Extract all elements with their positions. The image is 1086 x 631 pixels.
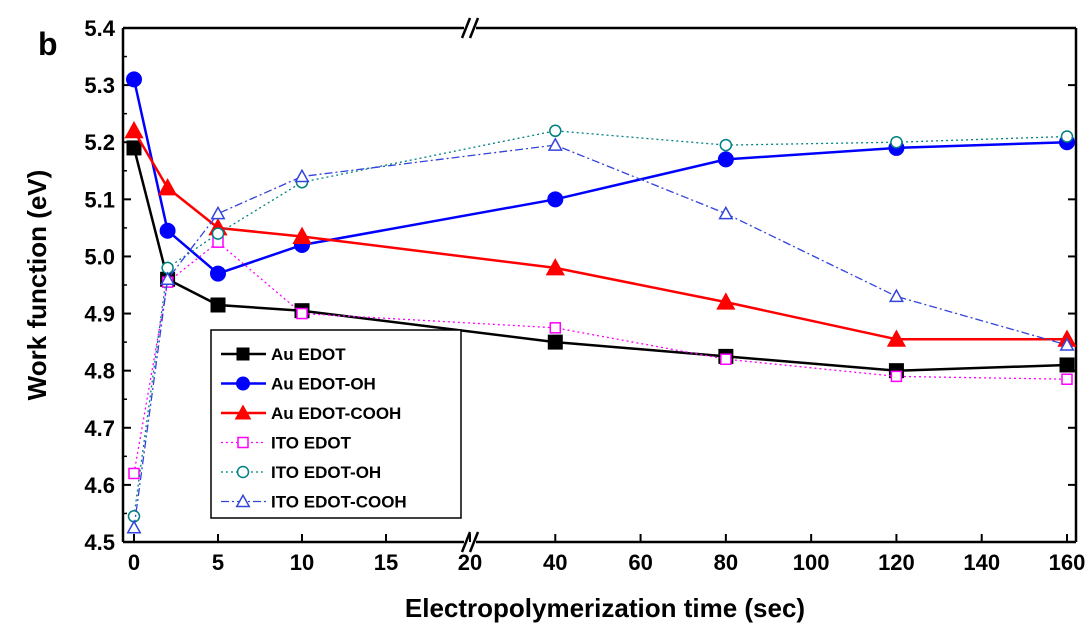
data-point-triangle	[294, 168, 310, 183]
legend: Au EDOT Au EDOT-OH Au EDOT-COOH ITO EDOT ITO…	[210, 329, 462, 519]
data-point-triangle	[1059, 337, 1075, 351]
legend-label: Au EDOT-OH	[271, 375, 376, 394]
data-point-square	[549, 322, 562, 334]
x-tick-label: 160	[1049, 550, 1086, 575]
data-point-triangle	[210, 205, 226, 220]
x-tick-label: 0	[128, 550, 140, 575]
data-point-triangle	[547, 137, 563, 151]
axis-break-mark-bottom	[460, 531, 472, 553]
legend-label: Au EDOT	[271, 345, 346, 364]
y-tick-label: 5.2	[84, 130, 115, 155]
x-tick-label: 20	[458, 550, 482, 575]
data-point-circle	[126, 71, 142, 88]
data-point-triangle	[716, 292, 736, 310]
data-point-circle	[159, 222, 176, 239]
data-point-triangle	[160, 271, 176, 286]
y-tick-label: 5.1	[84, 187, 115, 212]
data-point-square	[890, 370, 903, 383]
series-line	[133, 130, 1068, 517]
data-point-triangle	[124, 121, 144, 139]
data-point-circle	[210, 265, 226, 282]
data-point-triangle	[718, 205, 734, 220]
data-point-square	[296, 307, 308, 320]
axis-break-mark-top	[468, 17, 480, 39]
panel-letter: b	[38, 26, 58, 62]
x-tick-label: 60	[628, 550, 652, 575]
plot-axes: 4.5 4.6 4.7 4.8 4.9 5.0 5.1 5.2 5.3 5.4 0 5 10 15 20 40…	[84, 16, 1085, 575]
data-point-circle	[211, 227, 225, 240]
x-tick-label: 5	[212, 550, 224, 575]
x-tick-label: 40	[543, 550, 567, 575]
data-point-square	[1061, 373, 1073, 385]
data-point-triangle	[235, 493, 251, 508]
series-line	[132, 147, 1068, 372]
y-tick-label: 4.6	[84, 473, 115, 498]
legend-label: Au EDOT-COOH	[271, 404, 401, 423]
y-tick-label: 5.4	[84, 16, 115, 41]
data-point-square	[237, 436, 249, 449]
series-au-edot-cooh	[124, 121, 1077, 347]
data-point-square	[720, 353, 732, 365]
x-axis-title: Electropolymerization time (sec)	[405, 593, 805, 623]
data-point-square	[1059, 357, 1075, 373]
axis-break-mark-top	[460, 17, 472, 39]
y-tick-label: 4.5	[84, 530, 115, 555]
legend-label: ITO EDOT-COOH	[271, 493, 407, 512]
y-tick-label: 4.7	[84, 416, 115, 441]
data-point-circle	[717, 151, 734, 168]
data-point-square	[236, 347, 250, 361]
data-point-circle	[236, 465, 250, 479]
data-point-triangle	[888, 288, 904, 303]
x-tick-label: 120	[878, 550, 915, 575]
data-point-circle	[719, 138, 733, 152]
legend-box	[210, 329, 462, 519]
x-tick-label: 80	[714, 550, 738, 575]
data-point-triangle	[545, 258, 565, 276]
y-tick-label: 4.8	[84, 359, 115, 384]
data-point-triangle	[292, 226, 312, 244]
axis-break-mark-bottom	[468, 531, 480, 553]
data-point-circle	[549, 124, 562, 138]
x-tick-label: 100	[793, 550, 830, 575]
x-tick-label: 10	[290, 550, 314, 575]
series-line	[133, 241, 1068, 474]
legend-label: ITO EDOT-OH	[271, 463, 381, 482]
data-point-square	[128, 467, 140, 480]
data-point-triangle	[886, 329, 907, 347]
data-point-square	[547, 334, 563, 350]
data-point-triangle	[126, 519, 142, 534]
data-point-circle	[236, 376, 250, 391]
series-line	[132, 79, 1068, 276]
legend-label: ITO EDOT	[271, 434, 352, 453]
data-point-square	[126, 140, 142, 156]
series-ito-edot-cooh	[126, 137, 1075, 534]
plot-series	[124, 71, 1077, 534]
data-point-circle	[1060, 130, 1074, 143]
y-axis-title: Work function (eV)	[22, 170, 52, 401]
x-tick-label: 15	[374, 550, 398, 575]
y-tick-label: 4.9	[84, 302, 115, 327]
x-tick-label: 140	[963, 550, 1000, 575]
data-point-circle	[547, 191, 564, 208]
y-tick-label: 5.0	[84, 244, 115, 269]
data-point-circle	[890, 135, 903, 149]
y-tick-label: 5.3	[84, 73, 115, 98]
data-point-square	[210, 297, 226, 313]
data-point-triangle	[158, 178, 178, 196]
data-point-triangle	[234, 404, 252, 420]
series-au-edot-oh	[126, 71, 1076, 282]
